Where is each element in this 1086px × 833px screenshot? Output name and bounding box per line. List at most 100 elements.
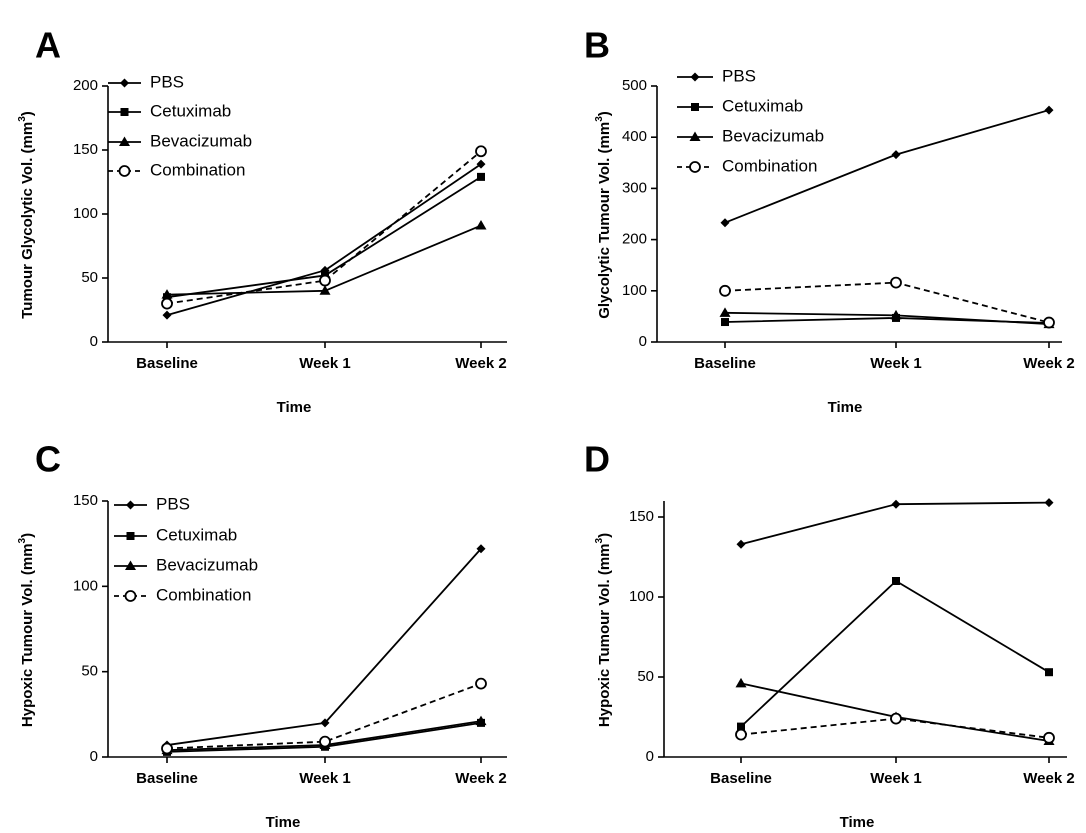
x-axis-title: Time: [828, 399, 863, 416]
legend-label: Cetuximab: [156, 525, 237, 544]
data-point: [476, 544, 486, 554]
panel-letter: B: [584, 25, 610, 66]
legend-label: Bevacizumab: [722, 126, 824, 145]
y-tick-label: 50: [81, 269, 98, 286]
y-tick-label: 50: [637, 668, 654, 685]
data-point: [719, 307, 731, 317]
x-tick-label: Baseline: [694, 355, 756, 372]
data-point: [892, 577, 900, 585]
series-0: [162, 159, 486, 320]
legend-marker: [691, 103, 699, 111]
data-point: [890, 276, 902, 289]
legend-marker: [125, 560, 136, 570]
legend-label: PBS: [722, 66, 756, 85]
legend-label: Cetuximab: [722, 96, 803, 115]
panel-letter: D: [584, 439, 610, 480]
y-axis-title: Hypoxic Tumour Vol. (mm3): [594, 533, 613, 727]
legend-label: PBS: [150, 72, 184, 91]
y-tick-label: 0: [646, 748, 654, 765]
series-3: [719, 276, 1055, 329]
y-tick-label: 500: [622, 77, 647, 94]
data-point: [719, 284, 731, 297]
y-tick-label: 100: [629, 588, 654, 605]
data-point: [161, 289, 173, 299]
chart-panel-c: C 0 50 100 150 Baseline Week 1 Week 2 Time Hypoxi…: [17, 439, 507, 831]
legend-marker: [689, 131, 701, 141]
x-tick-label: Week 2: [455, 355, 506, 372]
data-point: [736, 539, 746, 549]
series-line: [724, 281, 1050, 324]
y-axis-title-close: ): [19, 533, 36, 538]
y-tick-label: 200: [73, 77, 98, 94]
data-point: [1043, 316, 1055, 329]
x-tick-label: Week 1: [870, 355, 921, 372]
legend-label: Combination: [156, 585, 251, 604]
legend-marker: [126, 500, 135, 510]
data-point: [477, 172, 485, 181]
y-tick-label: 50: [81, 663, 98, 680]
data-point: [721, 318, 729, 327]
series-line: [740, 501, 1050, 546]
legend-label: Combination: [722, 156, 817, 175]
series-0: [736, 498, 1054, 549]
y-axis-title-text: Tumour Glycolytic Vol. (mm: [19, 122, 36, 319]
y-axis-title-superscript: 3: [594, 116, 605, 122]
data-point: [891, 499, 901, 509]
panel-letter: C: [35, 439, 61, 480]
data-point: [476, 159, 486, 169]
x-tick-label: Week 1: [870, 770, 921, 787]
x-tick-label: Week 1: [299, 770, 350, 787]
chart-panel-d: D 0 50 100 150 Baseline Week 1 Week 2 Time Hypoxi…: [584, 439, 1075, 831]
x-tick-label: Baseline: [136, 770, 198, 787]
data-point: [475, 145, 487, 158]
data-point: [1045, 668, 1053, 677]
y-tick-label: 400: [622, 128, 647, 145]
legend: PBS Cetuximab Bevacizumab Combination: [108, 72, 252, 179]
legend-label: Cetuximab: [150, 101, 231, 120]
legend-marker: [118, 165, 131, 177]
x-tick-label: Week 2: [455, 770, 506, 787]
chart-panel-b: B 0 100 200 300 400 500 Baseline Week 1 Week 2 Tim…: [584, 25, 1075, 416]
legend-marker: [120, 78, 129, 88]
data-point: [475, 677, 487, 690]
legend-marker: [124, 590, 137, 602]
y-axis-title-close: ): [596, 533, 613, 538]
x-tick-label: Week 1: [299, 355, 350, 372]
series-2: [161, 220, 487, 299]
y-axis-title-superscript: 3: [17, 116, 28, 122]
series-3: [735, 712, 1055, 744]
data-point: [161, 297, 173, 310]
data-point: [1044, 105, 1054, 115]
data-point: [475, 715, 487, 726]
x-axis-title: Time: [277, 399, 312, 416]
x-tick-label: Week 2: [1023, 355, 1074, 372]
data-point: [319, 285, 331, 295]
y-axis-title-superscript: 3: [17, 537, 28, 543]
y-tick-label: 0: [90, 748, 98, 765]
legend-label: Combination: [150, 160, 245, 179]
x-axis-title: Time: [840, 814, 875, 831]
legend-marker: [690, 72, 700, 82]
data-point: [1043, 731, 1055, 744]
series-line: [166, 150, 482, 305]
data-point: [720, 218, 730, 228]
series-line: [166, 548, 482, 746]
y-axis-title: Glycolytic Tumour Vol. (mm3): [594, 111, 613, 319]
series-3: [161, 145, 487, 310]
data-point: [161, 742, 173, 755]
data-point: [162, 310, 172, 320]
y-tick-label: 150: [629, 508, 654, 525]
y-axis-title: Tumour Glycolytic Vol. (mm3): [17, 111, 36, 319]
data-point: [735, 728, 747, 741]
data-point: [890, 712, 902, 725]
data-point: [1044, 498, 1054, 508]
y-tick-label: 0: [90, 333, 98, 350]
y-tick-label: 150: [73, 492, 98, 509]
y-axis-title-close: ): [596, 111, 613, 116]
data-point: [475, 220, 487, 230]
x-tick-label: Baseline: [710, 770, 772, 787]
legend-label: Bevacizumab: [156, 555, 258, 574]
series-0: [162, 544, 486, 750]
x-tick-label: Week 2: [1023, 770, 1074, 787]
x-tick-label: Baseline: [136, 355, 198, 372]
